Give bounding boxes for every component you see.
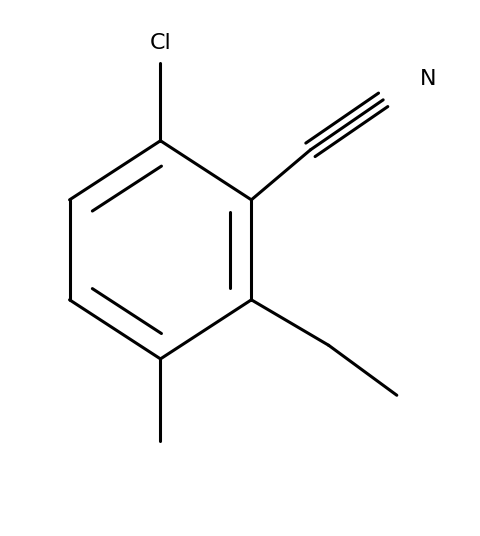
Text: N: N [420,69,436,90]
Text: Cl: Cl [150,33,171,54]
